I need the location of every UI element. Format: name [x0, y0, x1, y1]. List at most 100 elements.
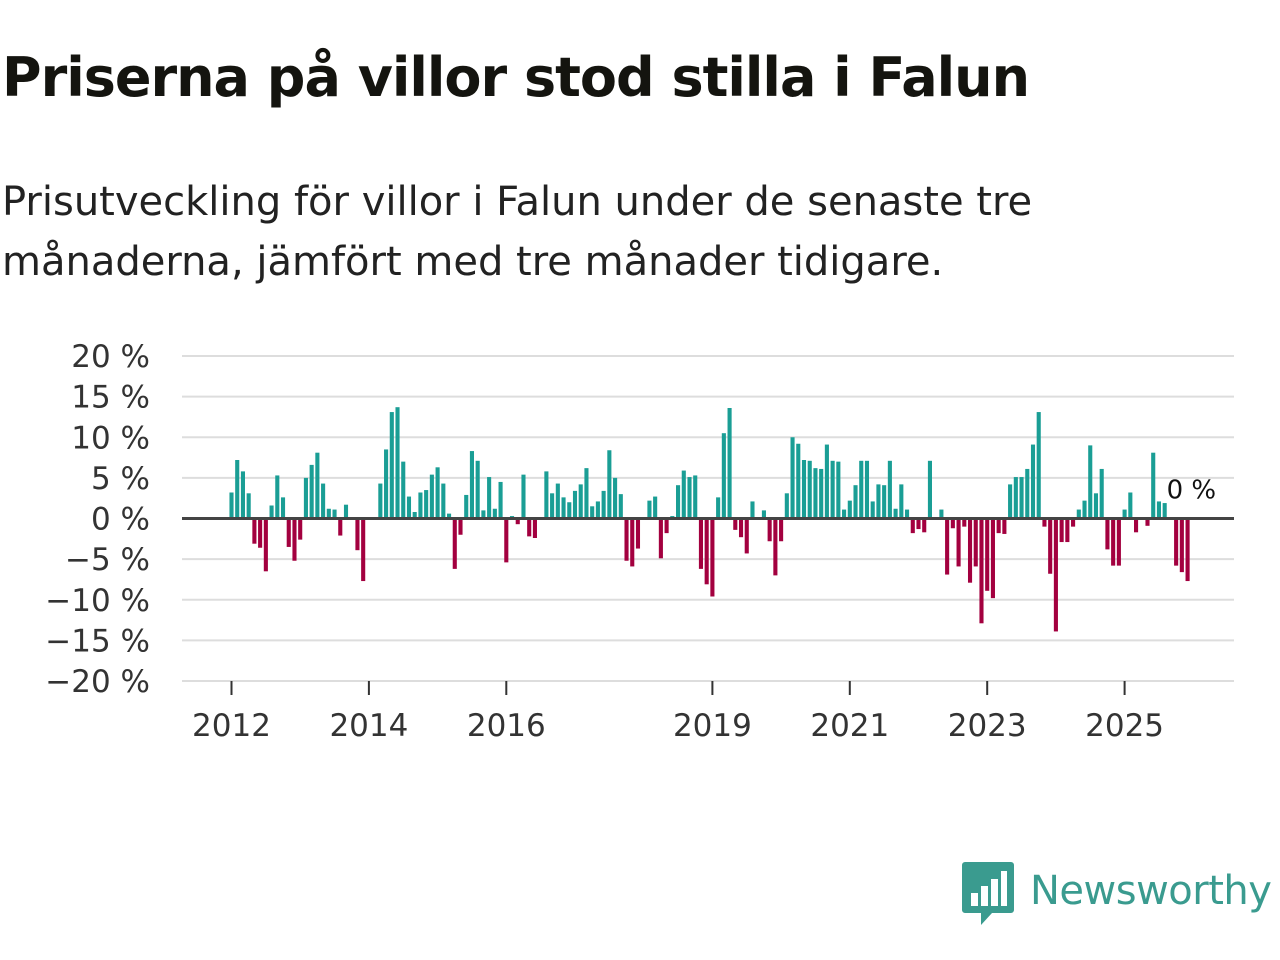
bar — [1076, 509, 1081, 519]
bar — [807, 460, 812, 519]
bar — [927, 460, 932, 519]
bar — [229, 492, 234, 519]
bar — [252, 518, 257, 544]
bar — [527, 518, 532, 537]
bar — [630, 518, 635, 567]
bar — [893, 508, 898, 519]
bar — [1156, 501, 1161, 519]
x-tick-label: 2019 — [673, 708, 752, 744]
bar — [458, 518, 463, 535]
bar — [767, 518, 772, 542]
bar — [956, 518, 961, 567]
bar — [441, 483, 446, 519]
bar — [750, 501, 755, 519]
bar — [447, 513, 452, 519]
bar — [910, 518, 915, 534]
bar — [658, 518, 663, 559]
bar — [401, 461, 406, 519]
labels: 20 % 15 % 10 % 5 % 0 % −5 % −10 % −15 % −20 % 201… — [45, 339, 1216, 744]
bar — [424, 490, 429, 519]
bar — [607, 450, 612, 519]
bar — [653, 496, 658, 519]
bar — [298, 518, 303, 540]
bar — [532, 518, 537, 538]
bar — [916, 518, 921, 530]
bar — [355, 518, 360, 551]
bar — [315, 452, 320, 519]
bar — [584, 468, 589, 519]
bar — [853, 485, 858, 519]
bar — [280, 497, 286, 519]
bar — [429, 474, 434, 519]
bar — [796, 443, 801, 519]
page-title: Priserna på villor stod stilla i Falun — [2, 46, 1030, 109]
bar — [1059, 518, 1064, 543]
bar — [1065, 518, 1070, 543]
bar — [950, 518, 955, 529]
x-tick-label: 2023 — [948, 708, 1027, 744]
bar — [240, 471, 245, 519]
bar — [572, 490, 578, 519]
bar — [309, 464, 314, 519]
x-tick-label: 2012 — [192, 708, 271, 744]
y-tick-label: −20 % — [45, 664, 150, 700]
bar — [990, 518, 995, 599]
bar — [487, 477, 492, 519]
logo-text: Newsworthy — [1030, 868, 1272, 914]
bar — [721, 433, 726, 519]
bar — [996, 518, 1001, 534]
bar — [1099, 468, 1104, 519]
bar — [922, 518, 927, 533]
bar — [338, 518, 343, 536]
x-tick-label: 2016 — [467, 708, 546, 744]
bar — [790, 437, 795, 519]
bar — [967, 518, 973, 583]
bar — [830, 460, 835, 519]
bar — [561, 497, 566, 519]
bar — [1071, 518, 1076, 527]
bar — [1128, 492, 1133, 519]
axes — [182, 517, 1234, 695]
y-tick-label: −10 % — [45, 583, 150, 619]
bar — [235, 460, 240, 519]
bar — [945, 518, 950, 575]
bar — [590, 506, 595, 519]
bar — [876, 484, 881, 519]
bar — [378, 483, 383, 519]
bar — [681, 470, 686, 519]
bar — [326, 508, 331, 519]
bar — [406, 496, 412, 519]
bar — [1082, 500, 1087, 519]
bar — [882, 485, 887, 519]
bar-chart: 20 % 15 % 10 % 5 % 0 % −5 % −10 % −15 % −20 % 201… — [45, 339, 1234, 744]
bar — [1134, 518, 1139, 533]
bar — [1111, 518, 1116, 566]
bar — [738, 518, 744, 538]
bar — [1179, 518, 1184, 573]
bar — [618, 494, 623, 519]
bar — [275, 475, 280, 519]
bar — [939, 509, 944, 519]
bar — [704, 518, 709, 585]
bar — [521, 474, 526, 519]
bar — [847, 500, 852, 519]
bar — [595, 501, 600, 519]
bar — [613, 477, 618, 519]
bar — [544, 471, 549, 519]
bar — [905, 509, 910, 519]
bar — [1025, 468, 1030, 519]
bar — [1036, 412, 1041, 519]
bar — [842, 509, 847, 519]
y-tick-label: 5 % — [91, 461, 150, 497]
bar — [1048, 518, 1053, 574]
bar — [395, 407, 400, 519]
bar — [727, 408, 732, 519]
bar — [469, 451, 474, 519]
bar — [452, 518, 457, 569]
bar — [263, 518, 268, 572]
bar — [567, 502, 572, 519]
bar — [710, 518, 715, 597]
bar — [1185, 518, 1190, 582]
bar — [635, 518, 641, 549]
bar — [973, 518, 978, 567]
